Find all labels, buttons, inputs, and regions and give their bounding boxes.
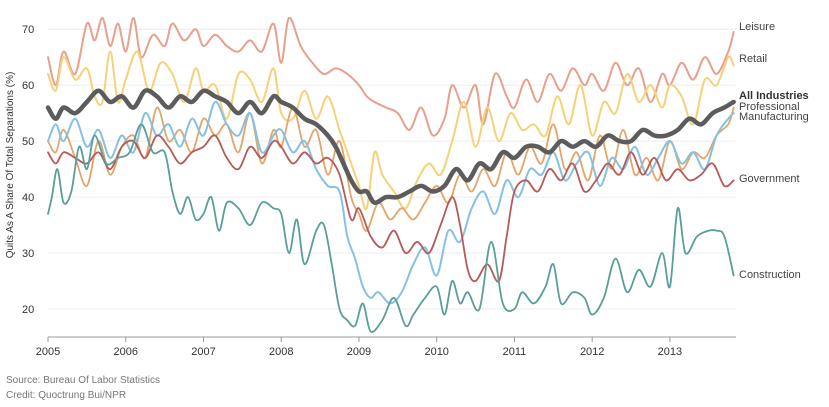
series-label-manufacturing: Manufacturing — [739, 111, 809, 123]
series-label-government: Government — [739, 173, 800, 185]
x-tick-label: 2008 — [269, 346, 293, 358]
x-axis: 2005 2006 2007 2008 2009 2010 2011 2012 2013 — [36, 336, 736, 358]
series-label-leisure: Leisure — [739, 21, 775, 33]
source-note: Source: Bureau Of Labor Statistics — [6, 375, 160, 386]
series-line-government — [47, 134, 735, 283]
y-tick-label: 40 — [22, 192, 34, 204]
x-tick-label: 2007 — [191, 346, 215, 358]
x-tick-label: 2010 — [424, 346, 448, 358]
y-tick-label: 60 — [22, 80, 34, 92]
y-axis-ticks: 20 30 40 50 60 70 — [22, 24, 34, 316]
series-line-leisure — [47, 16, 735, 137]
series-line-professional — [47, 106, 735, 232]
x-tick-label: 2012 — [580, 346, 604, 358]
y-tick-label: 20 — [22, 304, 34, 316]
series-lines — [45, 16, 736, 333]
x-tick-label: 2013 — [658, 346, 682, 358]
y-tick-label: 70 — [22, 24, 34, 36]
series-label-professional: Professional — [739, 101, 800, 113]
series-line-all-industries — [45, 88, 736, 205]
x-tick-label: 2009 — [347, 346, 371, 358]
series-label-construction: Construction — [739, 269, 801, 281]
series-label-retail: Retail — [739, 53, 767, 65]
y-axis-label: Quits As A Share Of Total Separations (%… — [5, 72, 16, 259]
y-tick-label: 50 — [22, 136, 34, 148]
series-line-retail — [47, 50, 735, 211]
series-label-all-industries: All Industries — [739, 90, 809, 102]
x-tick-label: 2006 — [113, 346, 137, 358]
x-tick-label: 2011 — [503, 346, 527, 358]
x-tick-label: 2005 — [36, 346, 60, 358]
credit-note: Credit: Quoctrung Bui/NPR — [6, 390, 127, 401]
y-tick-label: 30 — [22, 248, 34, 260]
series-line-construction — [47, 123, 735, 333]
series-line-manufacturing — [47, 100, 735, 305]
